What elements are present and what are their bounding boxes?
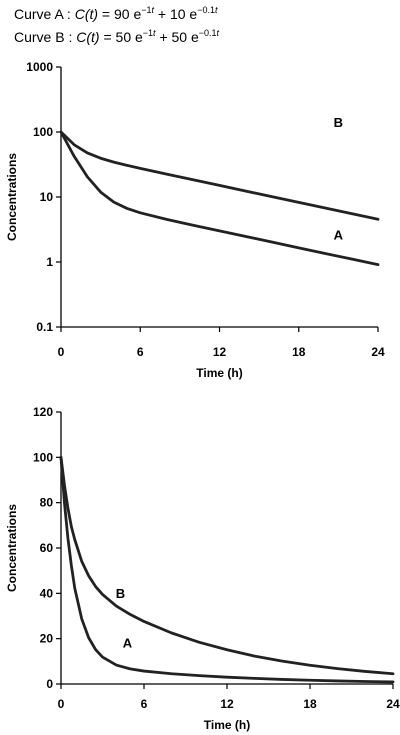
bottom-series-b-line — [59, 455, 395, 676]
top-ytick-label: 1 — [46, 255, 53, 269]
equation-b-prefix: Curve B : — [14, 29, 77, 45]
equation-a-prefix: Curve A : — [14, 6, 75, 22]
top-series-a-line — [59, 130, 380, 267]
bottom-xtick-label: 18 — [303, 697, 317, 711]
top-x-axis-label: Time (h) — [196, 366, 242, 380]
top-y-axis-label: Concentrations — [5, 153, 19, 241]
bottom-xtick-label: 0 — [58, 697, 65, 711]
top-ytick-label: 100 — [33, 125, 53, 139]
top-ytick-label: 10 — [40, 190, 54, 204]
equation-a-exp1-var: t — [151, 5, 155, 15]
equation-a-mid: + 10 e — [154, 6, 198, 22]
bottom-ytick-label: 0 — [46, 677, 53, 691]
bottom-ytick-label: 40 — [40, 586, 54, 600]
equation-curve-a: Curve A : C(t) = 90 e−1t + 10 e−0.1t — [14, 5, 218, 23]
equation-b-exp1: −1 — [142, 28, 154, 38]
bottom-xtick-label: 24 — [386, 697, 400, 711]
equation-a-exp1: −1 — [141, 5, 152, 15]
bottom-xtick-label: 12 — [220, 697, 234, 711]
top-ytick-label: 0.1 — [36, 320, 53, 334]
top-ytick-label: 1000 — [26, 60, 53, 74]
bottom-y-axis-label: Concentrations — [5, 504, 19, 592]
equation-curve-b: Curve B : C(t) = 50 e−1t + 50 e−0.1t — [14, 28, 220, 46]
equation-a-exp2: −0.1 — [197, 5, 215, 15]
top-xtick-label: 18 — [292, 345, 306, 359]
bottom-curve-label-b: B — [116, 586, 125, 601]
top-curve-label-b: B — [334, 115, 343, 130]
bottom-x-axis-label: Time (h) — [204, 718, 250, 732]
equation-b-exp2: −0.1 — [198, 28, 217, 38]
bottom-ytick-label: 60 — [40, 541, 54, 555]
bottom-ytick-label: 100 — [33, 450, 53, 464]
bottom-ytick-label: 120 — [33, 405, 53, 419]
top-xtick-label: 6 — [137, 345, 144, 359]
top-xtick-label: 12 — [213, 345, 227, 359]
bottom-xtick-label: 6 — [141, 697, 148, 711]
equation-a-func: C(t) — [74, 6, 99, 22]
top-curve-label-a: A — [334, 228, 344, 243]
bottom-ytick-label: 80 — [40, 496, 54, 510]
bottom-curve-label-a: A — [123, 636, 133, 651]
top-xtick-label: 24 — [371, 345, 385, 359]
top-series-b-line — [59, 130, 380, 221]
equation-b-exp1-var: t — [153, 28, 156, 38]
equation-b-exp2-var: t — [216, 28, 220, 38]
equation-a-eq: = 90 e — [98, 6, 142, 22]
bottom-series-a-line — [59, 455, 395, 684]
top-xtick-label: 0 — [58, 345, 65, 359]
equation-b-func: C(t) — [76, 29, 100, 45]
equation-b-mid: + 50 e — [155, 29, 199, 45]
bottom-ytick-label: 20 — [40, 632, 54, 646]
equation-a-exp2-var: t — [215, 5, 218, 15]
equation-b-eq: = 50 e — [99, 29, 143, 45]
